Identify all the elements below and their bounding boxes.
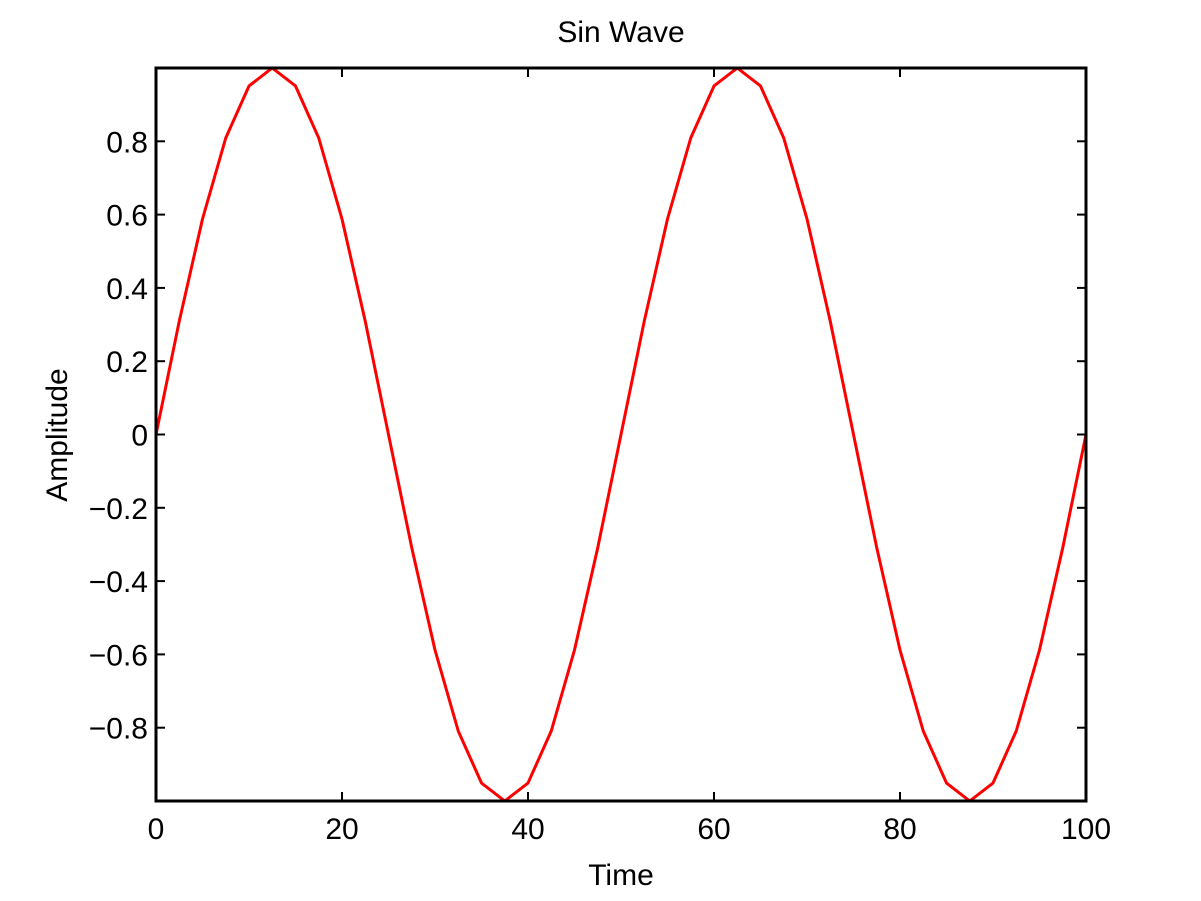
series-line-0: [156, 68, 1086, 801]
y-tick-label: 0.4: [106, 273, 148, 306]
plot-area-frame: [154, 66, 1088, 803]
x-tick-label: 60: [697, 813, 730, 846]
x-tick-label: 0: [148, 813, 165, 846]
x-axis-label: Time: [588, 859, 654, 892]
y-tick-label: 0.8: [106, 126, 148, 159]
chart-title: Sin Wave: [557, 16, 684, 49]
plot-series-layer: [156, 68, 1086, 801]
y-tick-label: −0.8: [89, 713, 148, 746]
x-tick-label: 80: [883, 813, 916, 846]
y-axis-label: Amplitude: [41, 368, 74, 501]
x-tick-label: 100: [1061, 813, 1111, 846]
x-tick-label: 20: [325, 813, 358, 846]
x-tick-label: 40: [511, 813, 544, 846]
y-tick-label: 0: [131, 420, 148, 453]
y-tick-label: −0.6: [89, 639, 148, 672]
axis-tick-labels: 0 20 40 60 80 100 −0.8 −0.6 −0.4 −0.2 0 0.2 0.4 0.6 0.…: [89, 126, 1111, 846]
y-tick-label: 0.6: [106, 200, 148, 233]
y-tick-label: 0.2: [106, 346, 148, 379]
y-tick-label: −0.4: [89, 566, 148, 599]
y-tick-label: −0.2: [89, 493, 148, 526]
